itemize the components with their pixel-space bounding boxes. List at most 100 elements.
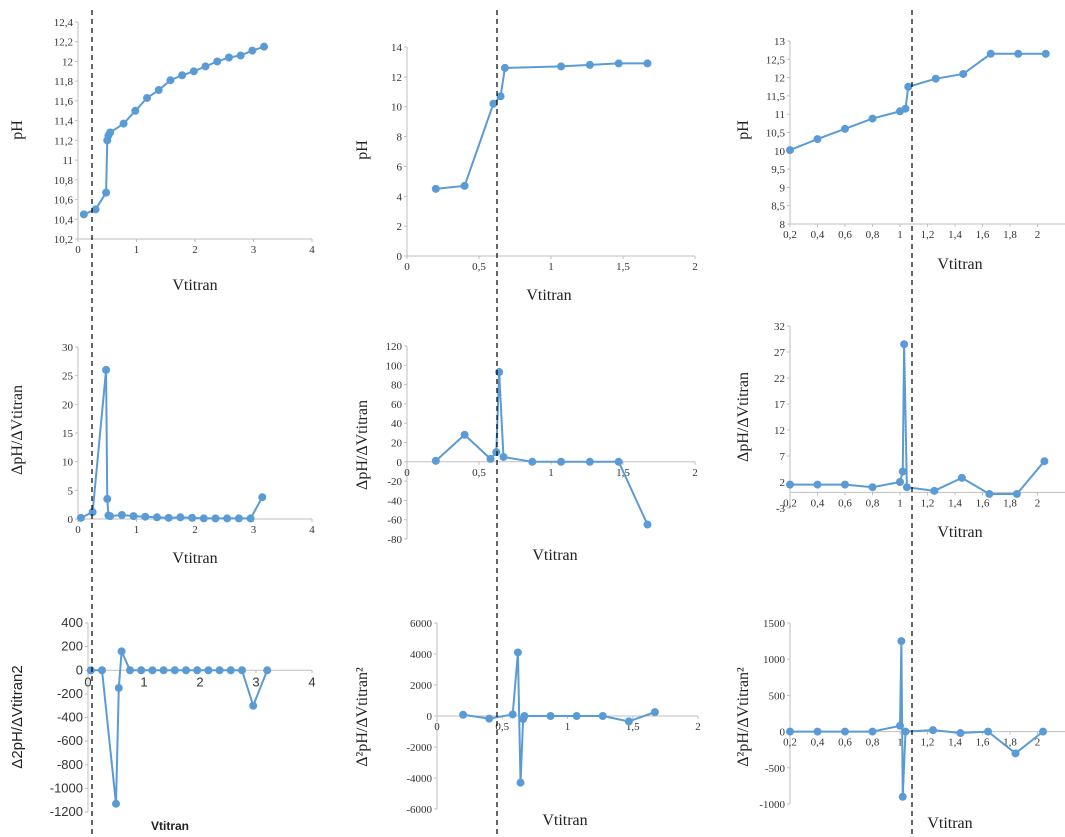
- x-tick-label: 2: [1035, 497, 1041, 509]
- data-point: [1039, 727, 1047, 736]
- data-point: [76, 513, 85, 522]
- data-point: [131, 106, 140, 115]
- data-point: [624, 717, 633, 726]
- x-tick-label: 0: [84, 674, 91, 689]
- data-point: [868, 483, 877, 492]
- y-tick-label: -4000: [406, 773, 432, 785]
- data-point: [598, 712, 607, 720]
- x-axis-title: Vtitran: [526, 287, 571, 304]
- data-point: [236, 51, 245, 60]
- data-point: [170, 666, 179, 675]
- y-tick-label: 9: [780, 182, 786, 194]
- y-tick-label: 13: [774, 36, 786, 48]
- c1-chart: 10,210,410,610,81111,211,411,611,81212,2…: [9, 17, 315, 294]
- y-tick-label: 1500: [763, 618, 786, 630]
- data-point: [496, 92, 505, 101]
- data-point: [489, 99, 498, 108]
- y-tick-label: 2000: [410, 680, 433, 692]
- data-point: [813, 480, 822, 489]
- y-tick-label: -200: [57, 686, 83, 701]
- data-point: [246, 514, 255, 523]
- x-tick-label: 0,6: [838, 229, 852, 241]
- x-tick-label: 2: [196, 674, 203, 689]
- data-point: [114, 683, 123, 692]
- data-point: [492, 448, 501, 457]
- x-tick-label: 2: [192, 244, 198, 256]
- y-tick-label: 12: [391, 72, 402, 84]
- x-tick-label: 1,4: [948, 737, 962, 749]
- data-point: [154, 86, 163, 95]
- c4-chart: 0 5 10 15 20 25 30 0 1 2 3 4 Vtitran ΔpH/ΔVtitran: [9, 342, 315, 567]
- data-point: [985, 489, 994, 498]
- data-point: [614, 59, 623, 68]
- x-tick-label: 2: [692, 261, 698, 273]
- data-point: [868, 727, 877, 736]
- x-axis-title: Vtitran: [927, 815, 972, 832]
- data-point: [91, 205, 100, 214]
- y-tick-label: 0: [397, 457, 403, 469]
- x-tick-label: 2: [192, 524, 198, 536]
- x-axis-title: Vtitran: [937, 524, 982, 541]
- data-point: [249, 701, 258, 710]
- data-point: [896, 478, 904, 486]
- y-tick-label: 10,2: [54, 234, 73, 246]
- data-point: [258, 493, 267, 502]
- y-tick-label: -600: [57, 733, 83, 748]
- data-point: [643, 59, 652, 68]
- data-point: [238, 666, 246, 675]
- y-tick-label: 10: [62, 457, 74, 469]
- y-tick-label: 120: [386, 341, 403, 353]
- x-tick-label: 1,2: [921, 497, 935, 509]
- data-point: [88, 508, 97, 517]
- y-tick-label: -400: [57, 710, 83, 725]
- y-tick-label: -800: [57, 757, 83, 772]
- data-point: [557, 62, 566, 71]
- y-axis-title: ΔpH/ΔVtitran: [354, 400, 371, 490]
- y-tick-label: 8: [397, 132, 403, 144]
- data-point: [585, 60, 594, 69]
- data-point: [102, 188, 111, 197]
- y-tick-label: 0: [397, 251, 403, 263]
- data-point: [984, 727, 992, 736]
- data-point: [614, 457, 623, 466]
- x-tick-label: 0: [434, 721, 440, 733]
- data-point: [898, 792, 907, 801]
- y-tick-label: 12: [774, 73, 785, 85]
- data-point: [520, 712, 529, 720]
- y-tick-label: 12,4: [54, 17, 74, 29]
- series-line: [435, 372, 649, 525]
- x-tick-label: 1,5: [616, 261, 630, 273]
- series-line: [789, 52, 1046, 151]
- x-tick-label: 0,8: [866, 497, 880, 509]
- data-point: [193, 666, 202, 675]
- y-tick-label: 200: [61, 639, 83, 654]
- data-point: [956, 729, 965, 738]
- x-tick-label: 0,2: [783, 497, 797, 509]
- data-point: [813, 135, 822, 144]
- x-tick-label: 0: [75, 524, 81, 536]
- data-point: [898, 467, 907, 476]
- y-axis-title: ΔpH/ΔVtitran: [735, 372, 752, 462]
- x-tick-label: 1,8: [1003, 497, 1017, 509]
- y-tick-label: 10: [774, 146, 786, 158]
- y-tick-label: 22: [774, 373, 785, 385]
- x-tick-label: 0,4: [811, 229, 825, 241]
- y-tick-label: 100: [386, 360, 403, 372]
- data-point: [137, 666, 146, 675]
- y-tick-label: 0: [68, 514, 74, 526]
- data-point: [841, 480, 849, 489]
- data-point: [103, 494, 112, 503]
- y-tick-label: 4000: [410, 649, 433, 661]
- c9-chart: -1000 -500 0 500 1000 1500 0,2 0,4 0,6 0,8 1 1,2 1,4…: [735, 618, 1065, 832]
- y-tick-label: -80: [387, 534, 402, 546]
- data-point: [900, 340, 909, 349]
- data-point: [459, 710, 468, 719]
- data-point: [643, 520, 652, 529]
- data-point: [786, 727, 794, 736]
- data-point: [224, 53, 233, 62]
- x-axis-title: Vtitran: [937, 256, 982, 273]
- c2-chart: 0 2 4 6 8 10 12 14 0 0,5 1 1,5 2 Vtitran pH: [354, 42, 698, 304]
- data-point: [129, 512, 138, 521]
- data-point: [460, 430, 469, 439]
